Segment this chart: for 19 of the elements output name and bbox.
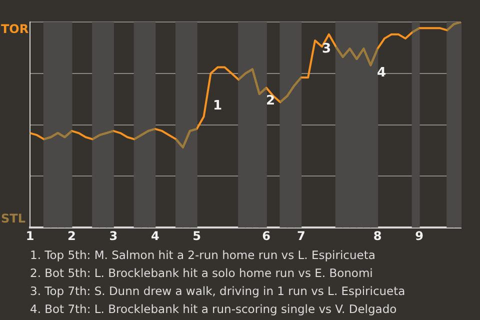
x-tick-label: 1 bbox=[26, 228, 34, 243]
annotation: 4 bbox=[377, 65, 386, 80]
text: 1. Top 5th: M. Salmon hit a 2-run home run vs L. Espiricueta bbox=[30, 247, 376, 264]
x-tick-label: 2 bbox=[68, 228, 76, 243]
x-tick-label: 5 bbox=[192, 228, 202, 243]
annotation: 3 bbox=[322, 41, 332, 56]
text: 3. Top 7th: S. Dunn drew a walk, driving in 1 run vs L. Espiricueta bbox=[30, 283, 406, 300]
x-tick-label: 7 bbox=[296, 228, 306, 243]
text: 4. Bot 7th: L. Brocklebank hit a run-scoring single vs V. Delgado bbox=[30, 301, 398, 318]
annotation: 1 bbox=[213, 98, 222, 114]
text: STL bbox=[1, 212, 26, 226]
x-tick-label: 4 bbox=[150, 228, 160, 243]
x-tick-label: 3 bbox=[109, 228, 118, 243]
text: TOR bbox=[1, 22, 29, 36]
x-tick-label: 8 bbox=[373, 228, 382, 243]
text: 2. Bot 5th: L. Brocklebank hit a solo home run vs E. Bonomi bbox=[30, 265, 374, 282]
annotation: 2 bbox=[266, 93, 276, 108]
x-tick-label: 9 bbox=[415, 228, 424, 243]
x-tick-label: 6 bbox=[262, 228, 271, 243]
